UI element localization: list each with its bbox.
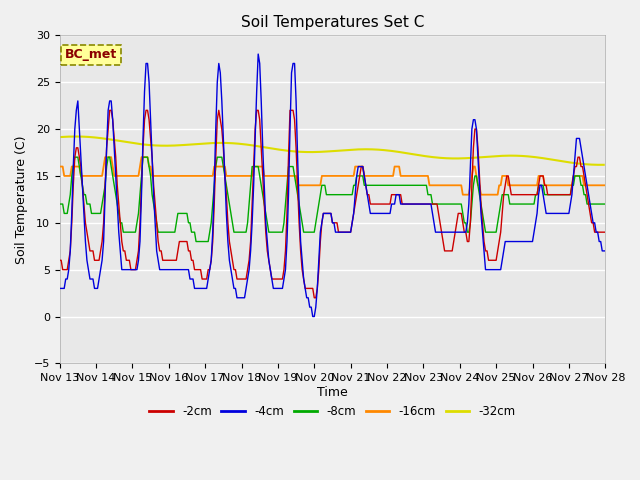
Y-axis label: Soil Temperature (C): Soil Temperature (C) (15, 135, 28, 264)
Legend: -2cm, -4cm, -8cm, -16cm, -32cm: -2cm, -4cm, -8cm, -16cm, -32cm (145, 401, 520, 423)
Text: BC_met: BC_met (65, 48, 117, 61)
Title: Soil Temperatures Set C: Soil Temperatures Set C (241, 15, 424, 30)
X-axis label: Time: Time (317, 386, 348, 399)
